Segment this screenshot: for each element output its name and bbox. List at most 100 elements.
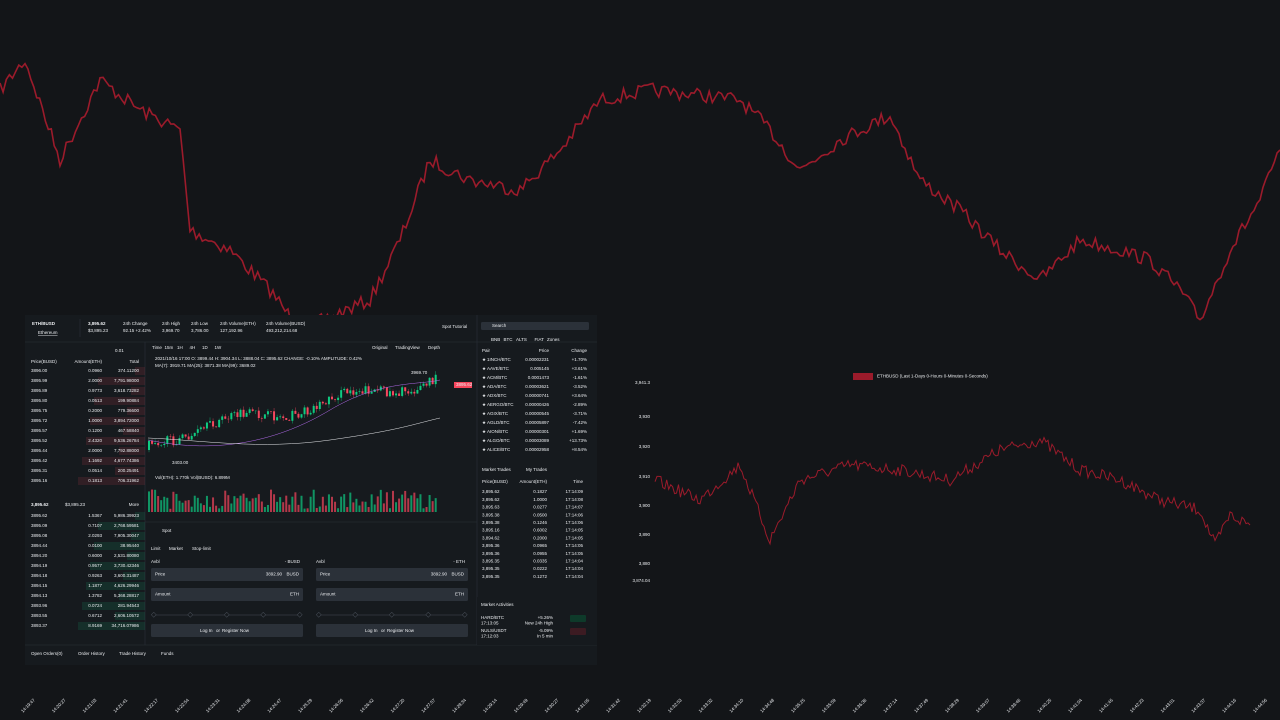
- market-tab[interactable]: FIAT: [535, 337, 545, 342]
- trade-cell: 0.0277: [533, 505, 547, 510]
- volume-bar: [205, 495, 208, 512]
- search-box[interactable]: [481, 322, 589, 330]
- register-link[interactable]: Register Now: [387, 628, 415, 633]
- candle-body: [315, 405, 318, 409]
- bottom-tab[interactable]: Order History: [78, 651, 106, 656]
- book-cell: 3,894.72000: [114, 418, 140, 423]
- slider-step[interactable]: [150, 611, 157, 618]
- interval-tab[interactable]: 15m: [165, 345, 174, 350]
- market-cell[interactable]: AGIX/BTC: [487, 411, 509, 416]
- amount-input[interactable]: [316, 588, 468, 601]
- slider-step[interactable]: [260, 611, 267, 618]
- market-cell[interactable]: AAVE/BTC: [487, 366, 510, 371]
- volume-bar: [154, 489, 157, 512]
- candle-body: [163, 443, 166, 446]
- candle-body: [212, 421, 215, 427]
- price-input[interactable]: [316, 568, 468, 581]
- slider-step[interactable]: [388, 611, 395, 618]
- market-tab[interactable]: BNB: [491, 337, 500, 342]
- favorite-star[interactable]: ★: [482, 438, 487, 443]
- login-button[interactable]: [151, 624, 303, 637]
- market-cell[interactable]: ADX/BTC: [487, 393, 507, 398]
- interval-tab[interactable]: 1D: [202, 345, 209, 350]
- volume-bar: [202, 505, 205, 512]
- market-tab[interactable]: Zones: [547, 337, 560, 342]
- order-type-tab[interactable]: Stop-limit: [192, 546, 212, 551]
- market-tab[interactable]: ALTS: [516, 337, 527, 342]
- favorite-star[interactable]: ★: [482, 393, 487, 398]
- tutorial-link[interactable]: Spot Tutorial: [442, 324, 467, 329]
- market-cell[interactable]: AION/BTC: [487, 429, 509, 434]
- ma-info: MA(7): 3919.71 MA(25): 3871.38 MA(99): 3…: [155, 363, 256, 368]
- activity-pair: NULS/USDT: [481, 628, 507, 633]
- column-header: Amount(ETH): [74, 359, 102, 364]
- book-cell: 3895.99: [31, 378, 48, 383]
- bottom-tab[interactable]: Open Orders(0): [31, 651, 63, 656]
- market-cell[interactable]: ACM/BTC: [487, 375, 508, 380]
- trades-tab[interactable]: Market Trades: [482, 467, 512, 472]
- favorite-star[interactable]: ★: [482, 447, 487, 452]
- slider-step[interactable]: [461, 611, 468, 618]
- register-link[interactable]: Register Now: [222, 628, 250, 633]
- price-input[interactable]: [151, 568, 303, 581]
- volume-bar: [151, 489, 154, 512]
- bottom-tab[interactable]: Trade History: [119, 651, 147, 656]
- market-tab[interactable]: BTC: [504, 337, 514, 342]
- amount-input[interactable]: [151, 588, 303, 601]
- slider-step[interactable]: [315, 611, 322, 618]
- slider-step[interactable]: [223, 611, 230, 618]
- step-select[interactable]: 0.01: [115, 348, 124, 353]
- interval-tab[interactable]: 4H: [190, 345, 196, 350]
- slider-step[interactable]: [187, 611, 194, 618]
- bottom-tab[interactable]: Funds: [161, 651, 174, 656]
- slider-step[interactable]: [296, 611, 303, 618]
- market-cell[interactable]: 1INCH/BTC: [487, 357, 512, 362]
- favorite-star[interactable]: ★: [482, 366, 487, 371]
- interval-tab[interactable]: 1W: [215, 345, 223, 350]
- market-cell[interactable]: ALGO/BTC: [487, 438, 511, 443]
- market-cell: +8.54%: [572, 447, 587, 452]
- book-cell: 8.9169: [88, 623, 102, 628]
- trade-cell: 3,895.38: [482, 512, 500, 517]
- spot-tab[interactable]: Spot: [162, 528, 172, 533]
- candle-body: [306, 407, 309, 415]
- candle-body: [239, 409, 242, 417]
- background-line: [654, 436, 1251, 546]
- favorite-star[interactable]: ★: [482, 429, 487, 434]
- more-link[interactable]: More: [129, 502, 140, 507]
- view-tab[interactable]: Original: [372, 345, 388, 350]
- favorite-star[interactable]: ★: [482, 375, 487, 380]
- login-link[interactable]: Log In: [365, 628, 378, 633]
- book-cell: 3895.80: [31, 398, 48, 403]
- depth-bar: [123, 572, 145, 580]
- trades-tab[interactable]: My Trades: [526, 467, 548, 472]
- market-cell[interactable]: AERGO/BTC: [487, 402, 514, 407]
- column-header: Total: [129, 359, 139, 364]
- book-cell: 3,730.42346: [114, 563, 140, 568]
- volume-bar: [434, 498, 437, 512]
- view-tab[interactable]: Depth: [428, 345, 441, 350]
- interval-tab[interactable]: 1H: [177, 345, 183, 350]
- interval-tab[interactable]: Time: [152, 345, 162, 350]
- favorite-star[interactable]: ★: [482, 384, 487, 389]
- market-cell[interactable]: AGLD/BTC: [487, 420, 510, 425]
- activity-note: New 24h High: [525, 621, 554, 626]
- slider-step[interactable]: [425, 611, 432, 618]
- candle-body: [364, 386, 367, 394]
- favorite-star[interactable]: ★: [482, 420, 487, 425]
- favorite-star[interactable]: ★: [482, 402, 487, 407]
- login-link[interactable]: Log In: [200, 628, 213, 633]
- coin-link: Ethereum: [38, 330, 58, 335]
- login-button[interactable]: [316, 624, 468, 637]
- favorite-star[interactable]: ★: [482, 357, 487, 362]
- depth-bar: [115, 467, 145, 475]
- depth-bar: [119, 447, 145, 455]
- market-cell[interactable]: ALICE/BTC: [487, 447, 511, 452]
- slider-step[interactable]: [352, 611, 359, 618]
- order-type-tab[interactable]: Limit: [151, 546, 161, 551]
- market-cell[interactable]: ADA/BTC: [487, 384, 507, 389]
- favorite-star[interactable]: ★: [482, 411, 487, 416]
- view-tab[interactable]: TradingView: [395, 345, 421, 350]
- order-type-tab[interactable]: Market: [169, 546, 184, 551]
